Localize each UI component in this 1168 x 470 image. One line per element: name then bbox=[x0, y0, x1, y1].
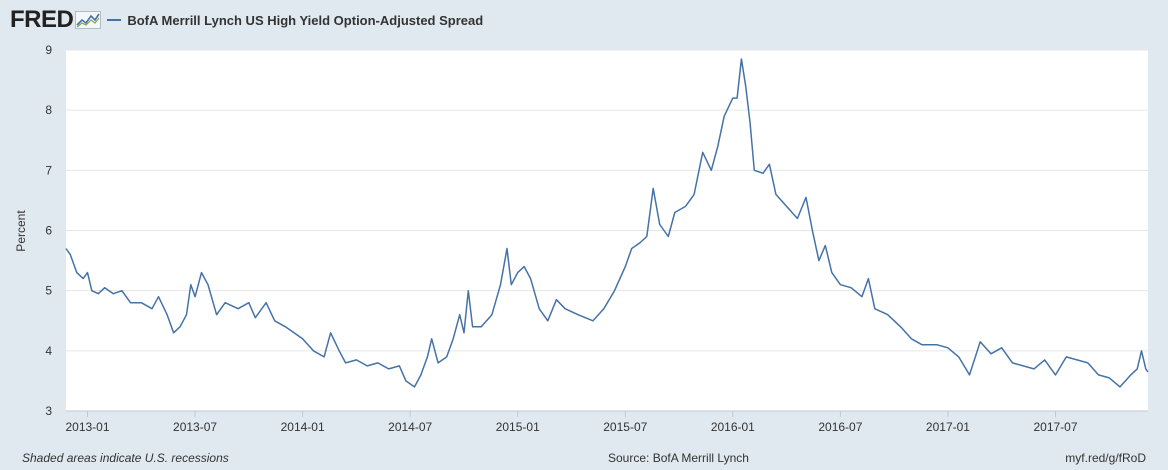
legend[interactable]: BofA Merrill Lynch US High Yield Option-… bbox=[107, 13, 483, 28]
legend-swatch bbox=[107, 19, 122, 21]
y-tick-label: 6 bbox=[45, 224, 52, 238]
x-tick-label: 2014-07 bbox=[388, 420, 432, 434]
x-tick-label: 2013-01 bbox=[65, 420, 109, 434]
series-line[interactable] bbox=[65, 58, 1149, 388]
y-tick-label: 5 bbox=[45, 284, 52, 298]
x-tick-label: 2015-07 bbox=[603, 420, 647, 434]
recession-note: Shaded areas indicate U.S. recessions bbox=[22, 451, 229, 465]
x-tick-label: 2016-07 bbox=[818, 420, 862, 434]
y-tick-label: 4 bbox=[45, 344, 52, 358]
x-tick-label: 2016-01 bbox=[711, 420, 755, 434]
fred-logo-chart-icon bbox=[75, 11, 102, 29]
legend-label: BofA Merrill Lynch US High Yield Option-… bbox=[127, 12, 484, 28]
x-tick-label: 2017-01 bbox=[926, 420, 970, 434]
x-tick-label: 2014-01 bbox=[281, 420, 325, 434]
source-text: Source: BofA Merrill Lynch bbox=[608, 451, 749, 465]
y-axis-label: Percent bbox=[14, 210, 28, 252]
fred-logo[interactable]: FRED bbox=[10, 6, 74, 33]
x-tick-label: 2017-07 bbox=[1033, 420, 1077, 434]
x-tick-label: 2013-07 bbox=[173, 420, 217, 434]
permalink[interactable]: myf.red/g/fRoD bbox=[1065, 451, 1146, 465]
y-tick-label: 9 bbox=[45, 43, 52, 57]
chart-header: FRED BofA Merrill Lynch US High Yield Op… bbox=[10, 6, 483, 34]
y-tick-label: 3 bbox=[45, 404, 52, 418]
y-tick-label: 7 bbox=[45, 163, 52, 177]
y-tick-label: 8 bbox=[45, 103, 52, 117]
x-tick-label: 2015-01 bbox=[496, 420, 540, 434]
